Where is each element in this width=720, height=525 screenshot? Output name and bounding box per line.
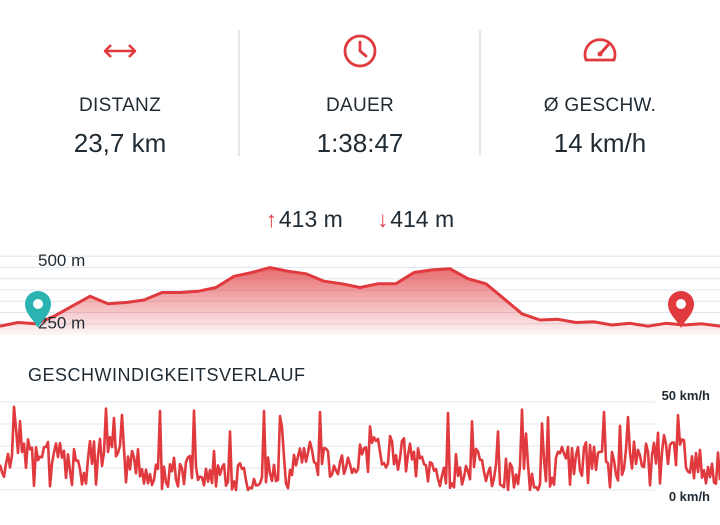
clock-icon bbox=[343, 34, 377, 68]
stat-duration: DAUER 1:38:47 bbox=[240, 0, 480, 190]
speed-tick-label-0: 0 km/h bbox=[669, 489, 710, 504]
speedometer-icon bbox=[583, 38, 617, 62]
stat-distance: DISTANZ 23,7 km bbox=[0, 0, 240, 190]
elevation-tick-label-250: 250 m bbox=[38, 314, 85, 333]
distance-value: 23,7 km bbox=[73, 128, 167, 158]
stat-speed: Ø GESCHW. 14 km/h bbox=[480, 0, 720, 190]
speed-label: Ø GESCHW. bbox=[543, 95, 657, 116]
distance-label: DISTANZ bbox=[79, 95, 161, 116]
stats-panel: DISTANZ 23,7 km DAUER 1:38:47 Ø GESCHW. … bbox=[0, 0, 720, 190]
divider bbox=[238, 30, 240, 156]
divider bbox=[479, 30, 481, 156]
elevation-chart: 500 m 250 m bbox=[0, 251, 720, 335]
speed-line bbox=[0, 405, 720, 492]
arrow-down-icon: ↓ bbox=[377, 207, 389, 232]
duration-value: 1:38:47 bbox=[316, 128, 404, 158]
speed-chart: 50 km/h 0 km/h bbox=[0, 388, 720, 504]
speed-chart-title: GESCHWINDIGKEITSVERLAUF bbox=[28, 365, 306, 385]
arrow-up-icon: ↑ bbox=[265, 207, 277, 232]
descent: ↓414 m bbox=[377, 206, 454, 232]
end-marker bbox=[668, 291, 694, 328]
start-marker bbox=[25, 291, 51, 328]
speed-tick-label-50: 50 km/h bbox=[662, 388, 710, 403]
speed-value: 14 km/h bbox=[553, 128, 647, 158]
descent-value: 414 m bbox=[390, 206, 455, 232]
elevation-tick-label-500: 500 m bbox=[38, 251, 85, 270]
distance-arrows-icon bbox=[103, 44, 137, 58]
ascent-value: 413 m bbox=[278, 206, 343, 232]
elevation-area bbox=[0, 267, 720, 335]
ascent: ↑413 m bbox=[266, 206, 349, 232]
elevation-summary: ↑413 m ↓414 m bbox=[0, 206, 720, 233]
elevation-line bbox=[0, 266, 720, 328]
duration-label: DAUER bbox=[325, 95, 394, 116]
